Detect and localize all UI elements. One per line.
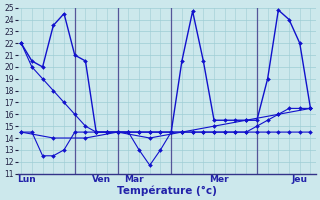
X-axis label: Température (°c): Température (°c)	[117, 185, 217, 196]
